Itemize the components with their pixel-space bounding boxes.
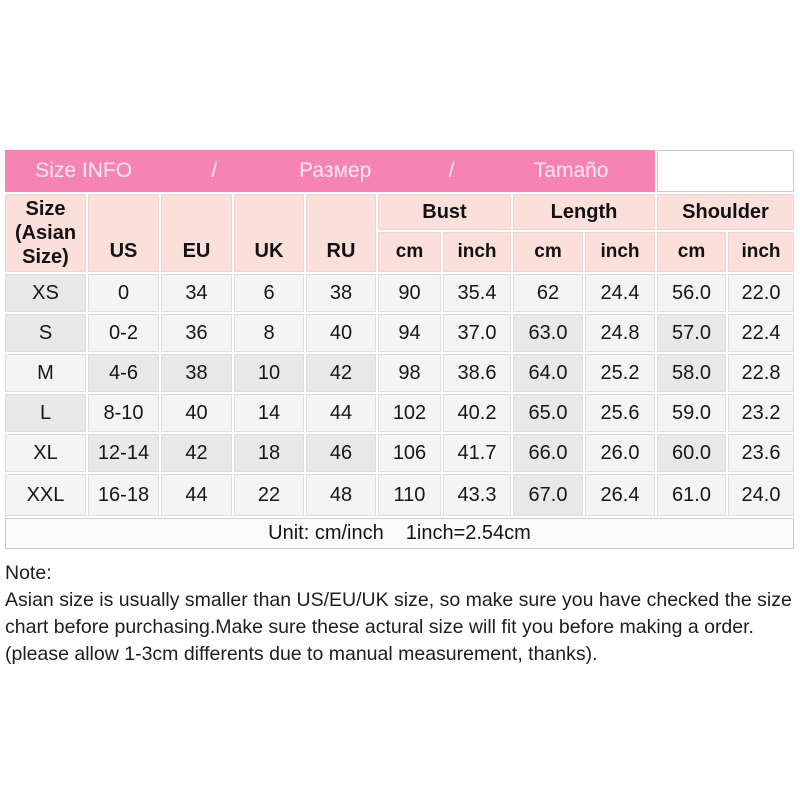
group-header-bust: Bust — [378, 194, 511, 230]
table-cell: 59.0 — [657, 394, 726, 432]
table-cell: 98 — [378, 354, 441, 392]
column-header-eu: EU — [161, 194, 232, 272]
table-cell: 57.0 — [657, 314, 726, 352]
table-cell: 44 — [161, 474, 232, 516]
table-cell: 63.0 — [513, 314, 583, 352]
table-cell: 40.2 — [443, 394, 511, 432]
table-cell: 38 — [306, 274, 376, 312]
table-cell: 66.0 — [513, 434, 583, 472]
subheader-length-inch: inch — [585, 232, 655, 272]
table-cell: 23.2 — [728, 394, 794, 432]
table-cell: 61.0 — [657, 474, 726, 516]
unit-footer: Unit: cm/inch 1inch=2.54cm — [5, 518, 794, 549]
subheader-bust-cm: cm — [378, 232, 441, 272]
title-razmer: Размер — [299, 159, 372, 182]
title-tamano: Tamaño — [533, 159, 609, 182]
table-cell: 90 — [378, 274, 441, 312]
table-cell: 60.0 — [657, 434, 726, 472]
table-cell: 64.0 — [513, 354, 583, 392]
group-header-length: Length — [513, 194, 655, 230]
table-cell: 14 — [234, 394, 304, 432]
group-header-shoulder: Shoulder — [657, 194, 794, 230]
table-cell: 42 — [161, 434, 232, 472]
table-cell: 10 — [234, 354, 304, 392]
table-cell: 102 — [378, 394, 441, 432]
table-cell: 22.0 — [728, 274, 794, 312]
title-row: Size INFO / Размер / Tamaño — [5, 150, 794, 192]
table-cell: 110 — [378, 474, 441, 516]
table-cell: 8-10 — [88, 394, 159, 432]
table-cell: 24.0 — [728, 474, 794, 516]
table-cell: 67.0 — [513, 474, 583, 516]
table-cell: 25.2 — [585, 354, 655, 392]
corner-header-size-asian: Size (Asian Size) — [5, 194, 86, 272]
table-cell: 8 — [234, 314, 304, 352]
table-cell: 106 — [378, 434, 441, 472]
table-cell: 38.6 — [443, 354, 511, 392]
table-cell: 6 — [234, 274, 304, 312]
size-row-label: M — [5, 354, 86, 392]
table-cell: 65.0 — [513, 394, 583, 432]
table-cell: 40 — [306, 314, 376, 352]
title-separator-2: / — [448, 159, 455, 182]
table-cell: 35.4 — [443, 274, 511, 312]
subheader-bust-inch: inch — [443, 232, 511, 272]
table-cell: 40 — [161, 394, 232, 432]
column-header-uk: UK — [234, 194, 304, 272]
table-cell: 22.8 — [728, 354, 794, 392]
table-cell: 22.4 — [728, 314, 794, 352]
subheader-shoulder-inch: inch — [728, 232, 794, 272]
size-row-label: XL — [5, 434, 86, 472]
size-row-label: L — [5, 394, 86, 432]
table-cell: 0 — [88, 274, 159, 312]
size-table: Size (Asian Size) US EU UK RU Bust Lengt… — [5, 194, 794, 516]
note-body: Asian size is usually smaller than US/EU… — [5, 589, 792, 665]
table-cell: 48 — [306, 474, 376, 516]
title-separator-1: / — [211, 159, 218, 182]
table-cell: 46 — [306, 434, 376, 472]
table-cell: 36 — [161, 314, 232, 352]
table-cell: 26.0 — [585, 434, 655, 472]
size-chart: Size INFO / Размер / Tamaño Size (Asian … — [5, 150, 794, 549]
table-cell: 44 — [306, 394, 376, 432]
table-cell: 38 — [161, 354, 232, 392]
column-header-ru: RU — [306, 194, 376, 272]
table-cell: 25.6 — [585, 394, 655, 432]
table-cell: 23.6 — [728, 434, 794, 472]
table-cell: 62 — [513, 274, 583, 312]
table-cell: 18 — [234, 434, 304, 472]
unit-conversion: 1inch=2.54cm — [405, 522, 531, 544]
table-cell: 58.0 — [657, 354, 726, 392]
size-row-label: XS — [5, 274, 86, 312]
table-cell: 56.0 — [657, 274, 726, 312]
table-cell: 22 — [234, 474, 304, 516]
subheader-length-cm: cm — [513, 232, 583, 272]
unit-label: Unit: cm/inch — [268, 522, 384, 544]
table-cell: 24.8 — [585, 314, 655, 352]
column-header-us: US — [88, 194, 159, 272]
size-info-title-bar: Size INFO / Размер / Tamaño — [5, 150, 655, 192]
table-cell: 24.4 — [585, 274, 655, 312]
title-size-info: Size INFO — [35, 159, 133, 182]
table-cell: 42 — [306, 354, 376, 392]
table-cell: 26.4 — [585, 474, 655, 516]
table-cell: 0-2 — [88, 314, 159, 352]
table-cell: 37.0 — [443, 314, 511, 352]
table-cell: 4-6 — [88, 354, 159, 392]
size-row-label: XXL — [5, 474, 86, 516]
table-cell: 34 — [161, 274, 232, 312]
table-cell: 16-18 — [88, 474, 159, 516]
note-block: Note: Asian size is usually smaller than… — [5, 560, 797, 668]
table-cell: 41.7 — [443, 434, 511, 472]
subheader-shoulder-cm: cm — [657, 232, 726, 272]
size-row-label: S — [5, 314, 86, 352]
title-empty-cell — [657, 150, 794, 192]
table-cell: 12-14 — [88, 434, 159, 472]
table-cell: 43.3 — [443, 474, 511, 516]
note-label: Note: — [5, 562, 52, 584]
table-cell: 94 — [378, 314, 441, 352]
